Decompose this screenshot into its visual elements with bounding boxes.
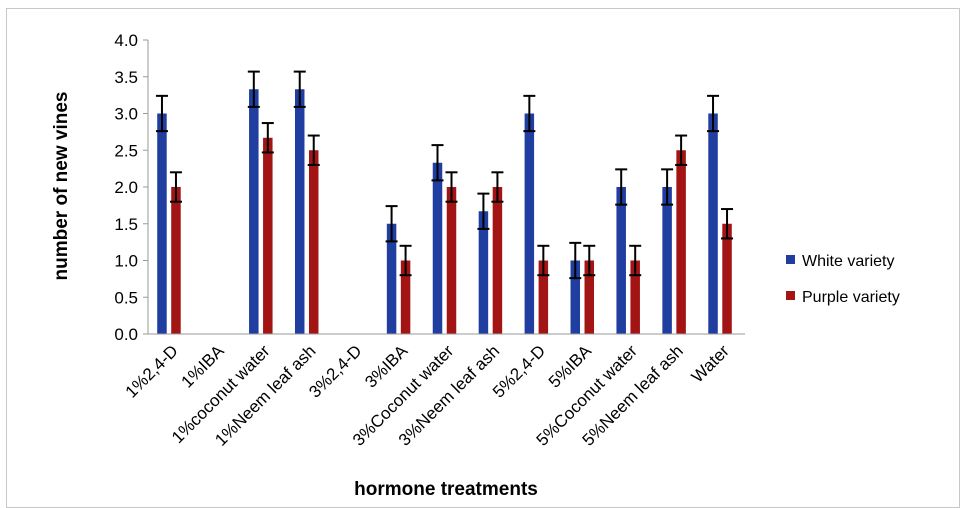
y-tick-label: 0.0: [114, 325, 138, 344]
bar-purple-variety: [400, 260, 411, 334]
bar-purple-variety: [171, 187, 181, 334]
error-bar-purple-variety: [399, 244, 412, 277]
bar-white-variety: [524, 113, 535, 334]
y-tick-label: 1.0: [114, 252, 138, 271]
y-tick-label: 3.0: [114, 105, 138, 124]
bar-white-variety: [570, 260, 581, 334]
bar-white-variety: [432, 162, 443, 334]
y-tick-label: 3.5: [114, 68, 138, 87]
bar-purple-variety: [676, 150, 686, 334]
x-tick-label: Water: [688, 341, 733, 386]
error-bar-purple-variety: [445, 171, 458, 203]
error-bar-white-variety: [293, 70, 306, 108]
error-bar-white-variety: [247, 70, 260, 108]
bar-white-variety: [157, 113, 167, 334]
error-bar-white-variety: [523, 94, 536, 133]
bar-white-variety: [386, 223, 397, 334]
error-bar-white-variety: [155, 94, 168, 133]
bar-purple-variety: [722, 223, 732, 334]
x-axis-title: hormone treatments: [354, 479, 538, 500]
error-bar-purple-variety: [537, 244, 550, 277]
bar-white-variety: [662, 187, 672, 334]
bar-white-variety: [294, 89, 305, 335]
error-bar-purple-variety: [675, 134, 688, 166]
bar-white-variety: [478, 211, 489, 334]
error-bar-purple-variety: [629, 244, 642, 277]
bar-purple-variety: [446, 187, 457, 334]
error-bar-purple-variety: [261, 122, 274, 154]
bar-purple-variety: [538, 260, 549, 334]
error-bar-purple-variety: [721, 208, 734, 240]
error-bar-purple-variety: [583, 244, 596, 277]
x-tick-label: 1%2,4-D: [122, 341, 182, 401]
y-axis: 0.0 0.5 1.0 1.5 2.0 2.5 3.0 3.5 4.0: [114, 31, 149, 344]
legend-swatch-white-variety: [786, 255, 795, 264]
legend-label-purple-variety: Purple variety: [802, 289, 900, 306]
error-bar-white-variety: [661, 168, 674, 206]
bar-purple-variety: [492, 187, 503, 334]
bar-purple-variety: [584, 260, 595, 334]
bar-purple-variety: [263, 137, 273, 334]
error-bar-white-variety: [477, 192, 490, 230]
error-bar-white-variety: [707, 94, 720, 133]
bar-white-variety: [616, 187, 626, 334]
legend: White variety Purple variety: [786, 253, 900, 306]
bar-purple-variety: [630, 260, 640, 334]
bar-white-variety: [249, 89, 259, 335]
error-bar-white-variety: [385, 205, 398, 243]
y-tick-label: 2.5: [114, 141, 138, 160]
y-tick-label: 1.5: [114, 215, 138, 234]
legend-swatch-purple-variety: [786, 291, 795, 300]
error-bar-white-variety: [431, 144, 444, 182]
error-bar-white-variety: [569, 241, 582, 280]
bar-white-variety: [708, 113, 718, 334]
error-bar-white-variety: [615, 168, 628, 206]
legend-label-white-variety: White variety: [802, 253, 894, 270]
error-bar-purple-variety: [169, 171, 182, 203]
y-tick-label: 2.0: [114, 178, 138, 197]
bars: [155, 70, 734, 335]
error-bar-purple-variety: [491, 171, 504, 203]
y-tick-label: 0.5: [114, 288, 138, 307]
y-tick-label: 4.0: [114, 31, 138, 50]
error-bar-purple-variety: [307, 134, 320, 166]
bar-purple-variety: [308, 150, 319, 334]
y-axis-title: number of new vines: [51, 92, 72, 281]
